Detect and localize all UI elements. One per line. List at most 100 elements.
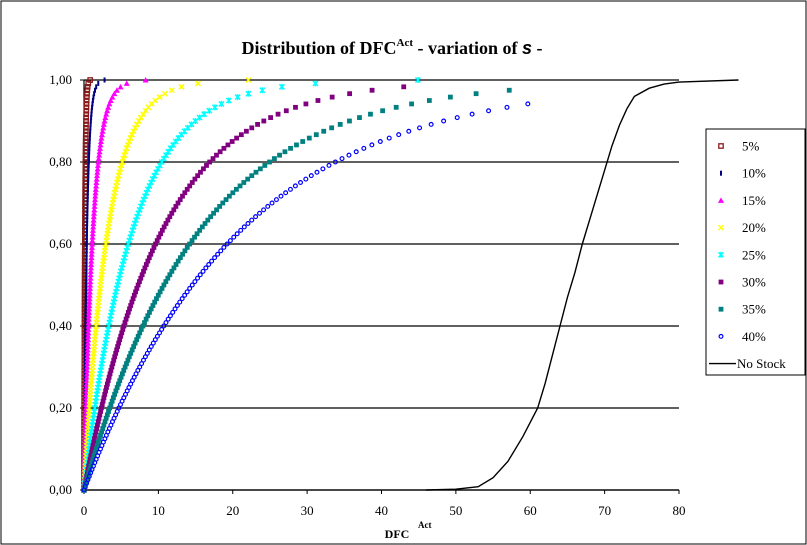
data-point <box>168 87 175 94</box>
data-point <box>426 98 432 103</box>
data-point <box>103 388 109 394</box>
data-point <box>85 279 88 285</box>
data-point <box>87 162 90 168</box>
y-tick-label: 0,80 <box>49 154 72 169</box>
data-point <box>93 446 99 452</box>
data-point <box>401 84 407 90</box>
data-point <box>253 214 259 220</box>
data-point <box>101 118 108 124</box>
data-point <box>96 436 102 442</box>
data-point <box>159 326 165 332</box>
data-point <box>142 265 148 271</box>
data-point <box>110 395 116 401</box>
data-point <box>86 460 92 466</box>
data-point <box>184 186 190 192</box>
data-point <box>300 139 306 144</box>
data-point <box>377 139 383 145</box>
data-point <box>212 255 218 261</box>
data-point <box>134 337 140 343</box>
data-point <box>315 98 321 103</box>
data-point <box>155 292 161 298</box>
data-point <box>143 316 149 322</box>
data-point <box>92 186 99 192</box>
data-point <box>87 271 94 278</box>
data-point <box>133 121 140 128</box>
data-point <box>87 77 94 83</box>
data-point <box>88 247 95 254</box>
data-point <box>83 128 89 135</box>
legend-item: 20% <box>717 220 766 235</box>
data-point <box>175 200 181 206</box>
data-point <box>107 97 114 103</box>
data-point <box>84 326 87 332</box>
data-point <box>94 169 101 175</box>
data-point <box>257 210 263 216</box>
data-point <box>97 412 103 418</box>
data-point <box>106 100 113 107</box>
data-point <box>86 200 89 206</box>
x-tick-label: 60 <box>524 503 537 518</box>
data-point <box>113 350 119 356</box>
data-point <box>87 268 94 274</box>
data-point <box>249 173 255 179</box>
data-point <box>278 193 284 199</box>
data-point <box>86 193 89 199</box>
data-point <box>86 292 93 298</box>
data-point <box>96 148 103 155</box>
data-point <box>147 309 152 315</box>
data-point <box>92 432 98 438</box>
data-point <box>101 422 107 428</box>
data-point <box>118 374 124 380</box>
data-point <box>91 439 97 445</box>
data-point <box>84 350 91 356</box>
data-point <box>145 258 151 264</box>
data-point <box>152 337 158 343</box>
data-point <box>82 152 89 159</box>
data-point <box>148 251 154 257</box>
data-point <box>85 251 88 257</box>
data-point <box>253 169 259 175</box>
title-prefix: Distribution of DFC <box>241 38 396 58</box>
legend-marker <box>718 143 724 149</box>
data-point <box>227 238 233 244</box>
data-point <box>386 135 392 141</box>
data-point <box>84 477 90 483</box>
data-point <box>83 480 89 486</box>
data-point <box>103 111 110 117</box>
data-point <box>268 115 274 120</box>
data-point <box>98 131 105 138</box>
data-point <box>143 262 149 267</box>
data-point <box>115 344 121 349</box>
data-point <box>157 330 163 336</box>
data-point <box>84 323 87 329</box>
data-point <box>99 402 105 407</box>
data-point <box>93 87 96 93</box>
data-point <box>361 145 367 151</box>
data-point <box>125 309 131 315</box>
data-point <box>196 114 203 121</box>
data-point <box>353 149 359 155</box>
data-point <box>277 152 282 158</box>
data-point <box>306 135 312 141</box>
data-point <box>117 378 123 384</box>
data-point <box>145 313 151 319</box>
data-point <box>111 357 117 363</box>
data-point <box>167 214 173 220</box>
data-point <box>84 320 87 326</box>
data-point <box>259 87 266 94</box>
data-point <box>154 296 159 302</box>
data-point <box>122 148 129 155</box>
data-point <box>84 364 91 370</box>
data-point <box>265 203 271 209</box>
data-point <box>84 347 87 353</box>
data-point <box>135 282 141 288</box>
data-point <box>150 303 156 308</box>
data-point <box>82 159 89 165</box>
data-point <box>100 124 107 131</box>
data-point <box>210 156 216 161</box>
title-symbol: s <box>522 38 532 58</box>
data-point <box>233 186 239 192</box>
data-point <box>84 350 87 356</box>
data-point <box>83 381 86 387</box>
